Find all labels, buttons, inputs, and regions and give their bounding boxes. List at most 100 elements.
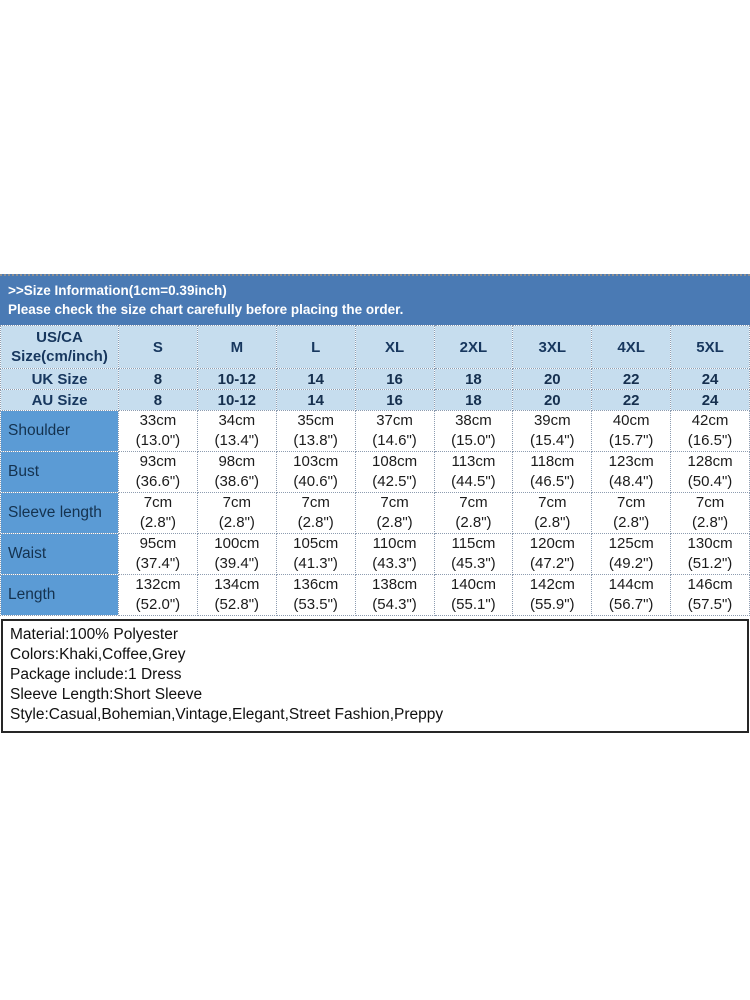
size-info-banner: >>Size Information(1cm=0.39inch) Please … <box>0 274 750 325</box>
measurement-cm-value: 120cm <box>529 535 575 552</box>
region-size-value: 8 <box>118 368 198 390</box>
measurement-cell: 33cm (13.0") <box>118 410 198 452</box>
region-size-value: 22 <box>591 389 672 411</box>
measurement-cell: 138cm (54.3") <box>354 574 435 616</box>
measurement-cell: 93cm (36.6") <box>118 451 198 493</box>
measurement-row: Waist 95cm (37.4") 100cm (39.4") 105cm (41.3")… <box>0 533 750 575</box>
measurement-cell: 100cm (39.4") <box>196 533 277 575</box>
region-size-value: 10-12 <box>196 368 277 390</box>
measurement-inch-value: (2.8") <box>297 514 334 531</box>
measurement-inch-value: (41.3") <box>293 555 338 572</box>
measurement-inch-value: (54.3") <box>372 596 417 613</box>
measurement-inch-value: (13.4") <box>214 432 260 449</box>
measurement-inch-value: (48.4") <box>608 473 654 490</box>
size-column-header: M <box>196 325 277 369</box>
region-size-value: 24 <box>670 368 750 390</box>
measurement-cm-value: 7cm <box>538 494 567 511</box>
measurement-cm-value: 138cm <box>372 576 418 593</box>
measurement-inch-value: (45.3") <box>451 555 496 572</box>
region-size-value: 14 <box>275 389 356 411</box>
size-chart-table: US/CA Size(cm/inch) S M L XL 2XL 3XL 4XL 5XL UK… <box>0 325 750 616</box>
measurement-cell: 134cm (52.8") <box>196 574 277 616</box>
size-column-header: 4XL <box>591 325 672 369</box>
measurement-cell: 136cm (53.5") <box>275 574 356 616</box>
measurement-inch-value: (57.5") <box>687 596 733 613</box>
measurement-inch-value: (13.8") <box>293 432 338 449</box>
measurement-inch-value: (16.5") <box>687 432 733 449</box>
measurement-inch-value: (56.7") <box>608 596 654 613</box>
measurement-inch-value: (36.6") <box>135 473 181 490</box>
measurement-cell: 113cm (44.5") <box>433 451 514 493</box>
size-labels-row: US/CA Size(cm/inch) S M L XL 2XL 3XL 4XL 5XL <box>0 325 750 369</box>
measurement-cell: 142cm (55.9") <box>512 574 593 616</box>
measurement-cell: 37cm (14.6") <box>354 410 435 452</box>
measurement-inch-value: (55.1") <box>451 596 496 613</box>
region-size-value: 14 <box>275 368 356 390</box>
measurement-inch-value: (51.2") <box>687 555 733 572</box>
measurement-cm-value: 144cm <box>608 576 654 593</box>
measurement-cm-value: 42cm <box>691 412 729 429</box>
measurement-cell: 39cm (15.4") <box>512 410 593 452</box>
measurement-cm-value: 35cm <box>297 412 335 429</box>
region-size-value: 20 <box>512 368 593 390</box>
measurement-cm-value: 146cm <box>687 576 733 593</box>
corner-header-line1: US/CA <box>36 329 83 346</box>
measurement-cell: 105cm (41.3") <box>275 533 356 575</box>
measurement-inch-value: (37.4") <box>135 555 181 572</box>
measurement-cm-value: 113cm <box>451 453 496 470</box>
region-size-value: 16 <box>354 368 435 390</box>
size-column-header: 5XL <box>670 325 750 369</box>
measurement-row: Shoulder 33cm (13.0") 34cm (13.4") 35cm (13.8"… <box>0 410 750 452</box>
measurement-cm-value: 7cm <box>695 494 725 511</box>
measurement-cm-value: 7cm <box>143 494 173 511</box>
measurement-cell: 7cm (2.8") <box>433 492 514 534</box>
measurement-inch-value: (53.5") <box>293 596 338 613</box>
measurement-cell: 132cm (52.0") <box>118 574 198 616</box>
measurement-cell: 125cm (49.2") <box>591 533 672 575</box>
measurement-inch-value: (2.8") <box>613 514 650 531</box>
measurement-inch-value: (44.5") <box>451 473 496 490</box>
measurement-cm-value: 103cm <box>293 453 339 470</box>
region-size-value: 8 <box>118 389 198 411</box>
size-column-header: 3XL <box>512 325 593 369</box>
measurement-inch-value: (52.8") <box>214 596 260 613</box>
measurement-cm-value: 7cm <box>617 494 646 511</box>
measurement-row-label: Bust <box>0 451 119 493</box>
measurement-cm-value: 33cm <box>139 412 177 429</box>
measurement-row: Length 132cm (52.0") 134cm (52.8") 136cm (53.5… <box>0 574 750 616</box>
measurement-cell: 110cm (43.3") <box>354 533 435 575</box>
measurement-inch-value: (46.5") <box>530 473 575 490</box>
measurement-cell: 98cm (38.6") <box>196 451 277 493</box>
measurement-cell: 7cm (2.8") <box>591 492 672 534</box>
product-details-box: Material:100% Polyester Colors:Khaki,Cof… <box>1 619 749 733</box>
measurement-cell: 146cm (57.5") <box>670 574 750 616</box>
measurement-inch-value: (55.9") <box>530 596 575 613</box>
uk-size-row: UK Size 8 10-12 14 16 18 20 22 24 <box>0 368 750 390</box>
measurement-inch-value: (15.7") <box>608 432 654 449</box>
measurement-cell: 7cm (2.8") <box>118 492 198 534</box>
measurement-cm-value: 125cm <box>608 535 654 552</box>
measurement-inch-value: (40.6") <box>293 473 338 490</box>
measurement-row-label: Sleeve length <box>0 492 119 534</box>
measurement-inch-value: (47.2") <box>530 555 575 572</box>
detail-line-colors: Colors:Khaki,Coffee,Grey <box>10 646 186 663</box>
measurement-inch-value: (50.4") <box>687 473 733 490</box>
measurement-cell: 144cm (56.7") <box>591 574 672 616</box>
size-column-header: S <box>118 325 198 369</box>
measurement-cell: 7cm (2.8") <box>670 492 750 534</box>
measurement-row-label: Shoulder <box>0 410 119 452</box>
measurement-cm-value: 110cm <box>372 535 417 552</box>
measurement-cell: 35cm (13.8") <box>275 410 356 452</box>
measurement-inch-value: (38.6") <box>214 473 260 490</box>
measurement-inch-value: (52.0") <box>135 596 181 613</box>
detail-line-package: Package include:1 Dress <box>10 666 182 683</box>
measurement-cell: 108cm (42.5") <box>354 451 435 493</box>
region-size-value: 24 <box>670 389 750 411</box>
measurement-inch-value: (2.8") <box>376 514 413 531</box>
measurement-cell: 115cm (45.3") <box>433 533 514 575</box>
measurement-cm-value: 7cm <box>301 494 330 511</box>
measurement-cm-value: 128cm <box>687 453 733 470</box>
measurement-inch-value: (14.6") <box>372 432 417 449</box>
measurement-inch-value: (2.8") <box>691 514 729 531</box>
measurement-cm-value: 105cm <box>293 535 339 552</box>
